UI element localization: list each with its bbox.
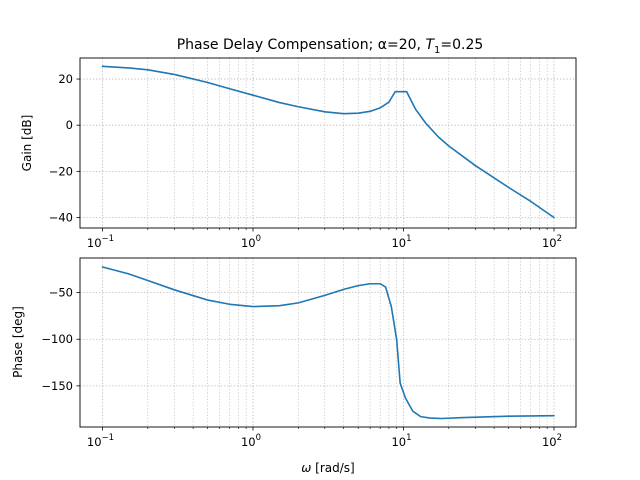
title-subscript: 1 xyxy=(434,45,440,56)
phase-series xyxy=(101,266,555,420)
title-symbol: T xyxy=(425,37,435,53)
gain-y-axis-label: Gain [dB] xyxy=(20,115,34,172)
phase-axes-frame xyxy=(79,257,577,428)
phase-subplot: 10−1 100 101 102 −50 −100 −150 Phase [deg] ω [… xyxy=(11,257,577,475)
phase-x-tick-label: 101 xyxy=(391,433,411,449)
gain-series-line xyxy=(101,65,555,219)
gain-x-tick-label: 100 xyxy=(241,234,261,250)
gain-x-tick-label: 101 xyxy=(391,234,411,250)
phase-y-tick-label: −100 xyxy=(41,332,73,346)
x-axis-symbol: ω xyxy=(301,461,311,475)
gain-ticks: 10−1 100 101 102 20 0 −20 −40 xyxy=(49,72,562,250)
gain-axes-frame xyxy=(79,57,577,229)
gain-y-tick-label: −20 xyxy=(49,164,73,178)
gain-y-tick-label: 0 xyxy=(66,118,73,132)
phase-y-tick-label: −50 xyxy=(49,286,73,300)
x-axis-unit: [rad/s] xyxy=(311,461,354,475)
gain-subplot: 10−1 100 101 102 20 0 −20 −40 Gain [dB] xyxy=(20,57,577,250)
gain-x-tick-label: 102 xyxy=(542,234,562,250)
gain-grid xyxy=(80,58,576,228)
phase-ticks: 10−1 100 101 102 −50 −100 −150 xyxy=(41,286,562,449)
gain-y-tick-label: 20 xyxy=(58,72,73,86)
gain-x-tick-label: 10−1 xyxy=(87,234,114,250)
x-axis-label: ω [rad/s] xyxy=(301,461,354,475)
gain-y-tick-label: −40 xyxy=(49,211,73,225)
chart-title: Phase Delay Compensation; α=20, T1=0.25 xyxy=(177,37,484,56)
phase-x-tick-label: 100 xyxy=(241,433,261,449)
gain-series xyxy=(101,65,555,219)
title-prefix: Phase Delay Compensation; α=20, xyxy=(177,37,426,53)
phase-grid xyxy=(80,258,576,427)
phase-y-tick-label: −150 xyxy=(41,379,73,393)
phase-x-tick-label: 10−1 xyxy=(87,433,114,449)
title-suffix: =0.25 xyxy=(440,37,483,53)
phase-series-line xyxy=(101,266,555,420)
phase-y-axis-label: Phase [deg] xyxy=(11,306,25,378)
phase-x-tick-label: 102 xyxy=(542,433,562,449)
